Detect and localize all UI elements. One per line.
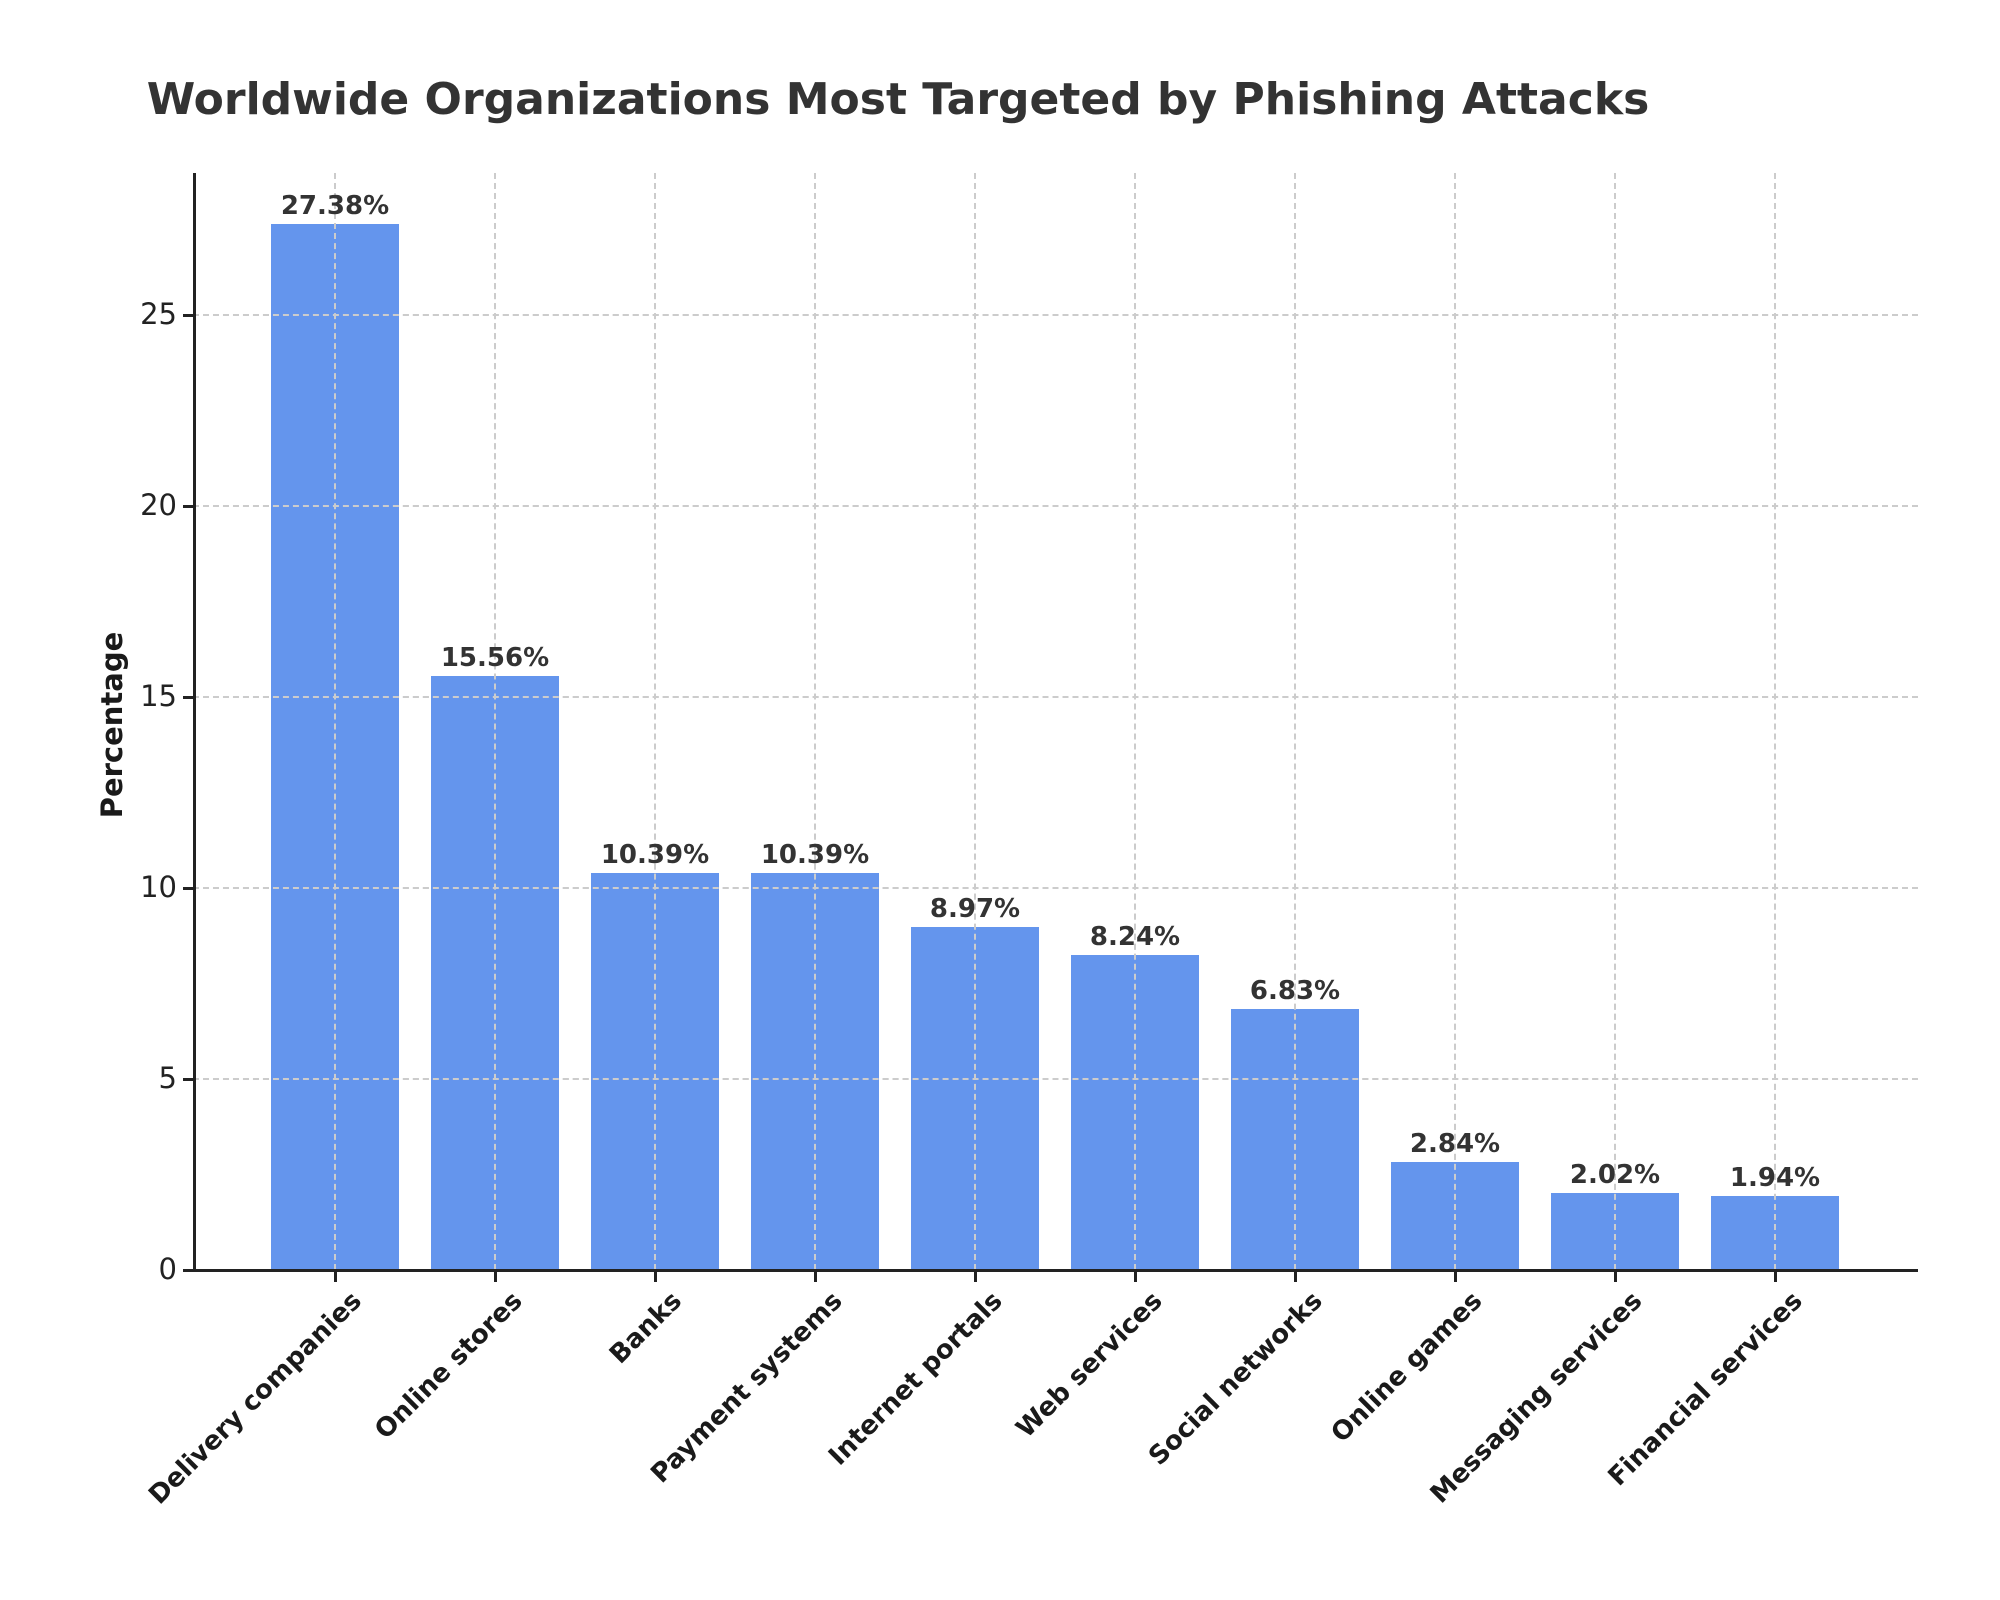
y-gridline-overlay [193, 887, 1918, 889]
y-tick [183, 505, 193, 508]
x-gridline-overlay [814, 173, 816, 1270]
x-tick [1294, 1270, 1297, 1282]
x-tick [1454, 1270, 1457, 1282]
plot-area: 0 5 10 15 20 25 27.38% 15.56% 10.39% 10.39% 8.97% 8… [140, 173, 1918, 1511]
x-tick [814, 1270, 817, 1282]
y-gridline-overlay [193, 1078, 1918, 1080]
y-tick-label: 10 [140, 870, 177, 904]
x-gridline-overlay [334, 173, 336, 1270]
x-gridline-overlay [1134, 173, 1136, 1270]
x-gridline-overlay [1614, 173, 1616, 1270]
chart-title: Worldwide Organizations Most Targeted by… [146, 74, 1650, 125]
x-tick-label: Online games [1325, 1286, 1489, 1449]
x-gridline-overlay [494, 173, 496, 1270]
x-tick-label: Web services [1010, 1286, 1169, 1444]
y-gridline-overlay [193, 696, 1918, 698]
x-tick [334, 1270, 337, 1282]
bar-value-label: 8.24% [1089, 922, 1181, 953]
x-tick [494, 1270, 497, 1282]
y-tick [183, 887, 193, 890]
x-tick [654, 1270, 657, 1282]
x-gridline-overlay [974, 173, 976, 1270]
bar-value-label: 10.39% [600, 840, 710, 871]
x-axis [193, 1269, 1918, 1272]
y-tick [183, 314, 193, 317]
y-tick-label: 5 [158, 1061, 177, 1095]
x-tick-label: Banks [603, 1286, 688, 1370]
bar-value-label: 15.56% [440, 642, 550, 673]
x-tick [1774, 1270, 1777, 1282]
y-tick-label: 0 [158, 1252, 177, 1286]
x-gridline-overlay [1454, 173, 1456, 1270]
x-tick-label: Social networks [1143, 1286, 1329, 1472]
x-gridline-overlay [1774, 173, 1776, 1270]
y-tick-label: 20 [140, 488, 177, 522]
x-gridline-overlay [1294, 173, 1296, 1270]
bar-value-label: 2.84% [1409, 1128, 1501, 1159]
x-tick [974, 1270, 977, 1282]
y-gridline-overlay [193, 314, 1918, 316]
x-tick-label: Delivery companies [143, 1286, 368, 1511]
y-axis-label: Percentage [95, 631, 129, 819]
x-tick-label: Internet portals [823, 1286, 1009, 1472]
y-tick [183, 696, 193, 699]
x-tick [1614, 1270, 1617, 1282]
y-gridline-overlay [193, 505, 1918, 507]
bar-value-label: 6.83% [1249, 976, 1341, 1007]
x-tick [1134, 1270, 1137, 1282]
bar-value-label: 2.02% [1569, 1159, 1661, 1190]
bar-value-label: 1.94% [1729, 1162, 1821, 1193]
y-axis [193, 173, 196, 1272]
bar-value-label: 10.39% [760, 840, 870, 871]
y-tick-label: 15 [140, 679, 177, 713]
y-tick [183, 1269, 193, 1272]
x-gridline-overlay [654, 173, 656, 1270]
y-tick-label: 25 [140, 297, 177, 331]
y-tick [183, 1078, 193, 1081]
bar-value-label: 8.97% [929, 894, 1021, 925]
x-tick-label: Online stores [369, 1286, 529, 1446]
bar-value-label: 27.38% [280, 191, 390, 222]
